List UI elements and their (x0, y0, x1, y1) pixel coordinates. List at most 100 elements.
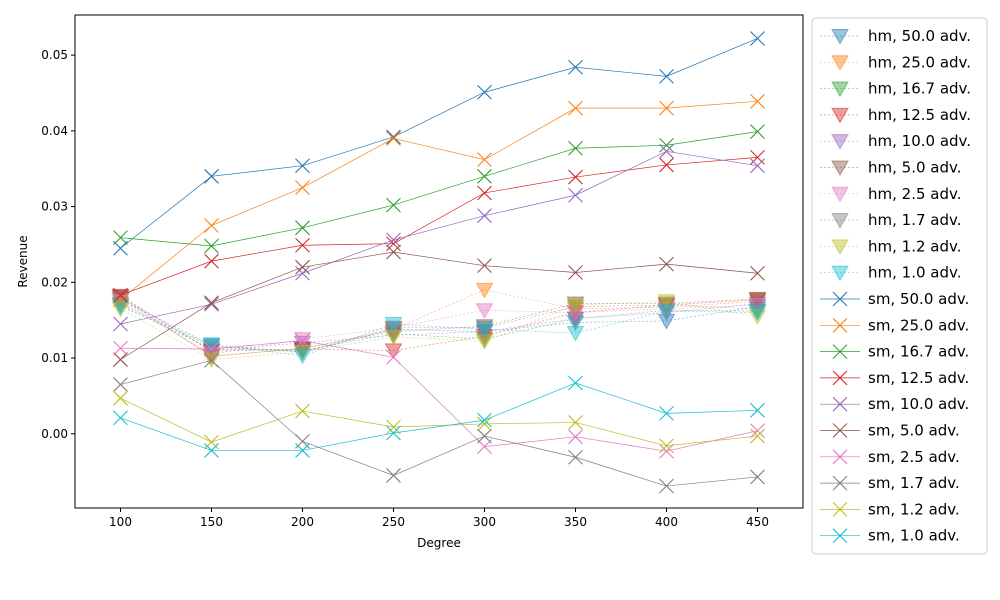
series-hm-1-0-adv- (111, 299, 767, 365)
data-point (386, 232, 401, 248)
y-tick-label: 0.03 (41, 200, 68, 214)
data-point (204, 352, 219, 368)
data-point (477, 412, 492, 428)
legend-entry: sm, 2.5 adv. (820, 448, 960, 466)
legend-entry: hm, 12.5 adv. (820, 106, 971, 124)
legend-label: sm, 12.5 adv. (868, 369, 969, 387)
series-line (120, 300, 758, 360)
legend-label: hm, 50.0 adv. (868, 27, 971, 45)
legend-entry: sm, 1.0 adv. (820, 527, 960, 545)
series-sm-1-0-adv- (113, 375, 765, 458)
x-tick-label: 100 (109, 515, 132, 529)
data-point (475, 334, 494, 351)
data-point (568, 187, 583, 203)
data-point (204, 168, 219, 184)
data-point (386, 236, 401, 252)
series-sm-2-5-adv- (113, 333, 765, 459)
legend-marker (831, 213, 849, 229)
legend-entry: hm, 1.7 adv. (820, 211, 961, 229)
data-point (477, 258, 492, 274)
legend-label: hm, 2.5 adv. (868, 185, 961, 203)
data-point (113, 410, 128, 426)
legend-label: sm, 1.2 adv. (868, 500, 960, 518)
x-tick-label: 400 (655, 515, 678, 529)
legend-entry: hm, 50.0 adv. (820, 27, 971, 45)
series-sm-1-2-adv- (113, 390, 765, 454)
series-line (120, 100, 758, 301)
legend-marker (832, 344, 848, 359)
data-point (113, 292, 128, 308)
data-point (295, 265, 310, 281)
series-line (120, 150, 758, 325)
series-line (120, 340, 758, 452)
data-point (568, 415, 583, 430)
data-point (475, 322, 494, 338)
data-point (566, 296, 585, 313)
legend-entry: hm, 10.0 adv. (820, 132, 971, 150)
y-axis: 0.00 0.01 0.02 0.03 0.04 0.05 (41, 48, 75, 441)
data-point (659, 405, 674, 421)
legend-entry: sm, 50.0 adv. (820, 290, 969, 308)
data-point (113, 390, 128, 406)
data-point (657, 294, 676, 310)
data-point (386, 468, 401, 483)
data-point (477, 416, 492, 432)
data-point (568, 59, 583, 75)
x-tick-label: 350 (564, 515, 587, 529)
data-point (113, 230, 128, 246)
series-line (120, 289, 758, 357)
legend-marker (831, 186, 849, 203)
data-point (568, 140, 583, 156)
data-point (750, 469, 765, 485)
data-point (204, 443, 219, 458)
data-point (113, 240, 128, 256)
series-sm-12-5-adv- (113, 149, 765, 303)
series-sm-25-0-adv- (113, 93, 765, 308)
legend-marker (831, 134, 849, 150)
series-sm-5-0-adv- (113, 244, 765, 367)
legend-entry: sm, 1.7 adv. (820, 474, 960, 492)
legend-marker (832, 291, 848, 307)
legend-marker (832, 370, 848, 386)
y-axis-label: Revenue (16, 235, 30, 287)
data-point (204, 218, 219, 233)
data-point (748, 291, 767, 308)
legend-entry: sm, 16.7 adv. (820, 343, 969, 361)
legend-label: sm, 10.0 adv. (868, 395, 969, 413)
x-tick-label: 200 (291, 515, 314, 529)
legend-marker (832, 396, 848, 412)
data-point (386, 419, 401, 435)
legend-marker (832, 502, 848, 517)
data-point (475, 303, 494, 319)
data-point (384, 326, 403, 343)
data-point (566, 299, 585, 316)
x-axis-label: Degree (417, 536, 461, 550)
legend-label: hm, 1.7 adv. (868, 211, 961, 229)
legend-label: hm, 5.0 adv. (868, 159, 961, 177)
legend-marker (832, 423, 848, 438)
series-sm-10-0-adv- (113, 143, 765, 332)
plot-frame (74, 14, 804, 509)
legend-entry: sm, 1.2 adv. (820, 500, 960, 518)
legend-label: sm, 2.5 adv. (868, 448, 960, 466)
data-point (295, 237, 310, 253)
legend-entry: sm, 12.5 adv. (820, 369, 969, 387)
data-point (477, 84, 492, 100)
data-point (750, 428, 765, 444)
y-tick-label: 0.02 (41, 275, 68, 289)
x-tick-label: 450 (746, 515, 769, 529)
legend-marker (831, 81, 849, 98)
series-line (120, 38, 758, 249)
legend-entry: hm, 2.5 adv. (820, 185, 961, 203)
series-line (120, 300, 758, 355)
series-line (120, 397, 758, 447)
data-point (295, 180, 310, 196)
legend-label: sm, 1.0 adv. (868, 527, 960, 545)
data-point (750, 265, 765, 281)
data-point (202, 339, 221, 356)
legend-entry: hm, 5.0 adv. (820, 159, 961, 177)
data-point (475, 282, 494, 299)
legend-entry: sm, 10.0 adv. (820, 395, 969, 413)
legend-entry: sm, 25.0 adv. (820, 316, 969, 334)
data-point (386, 349, 401, 365)
